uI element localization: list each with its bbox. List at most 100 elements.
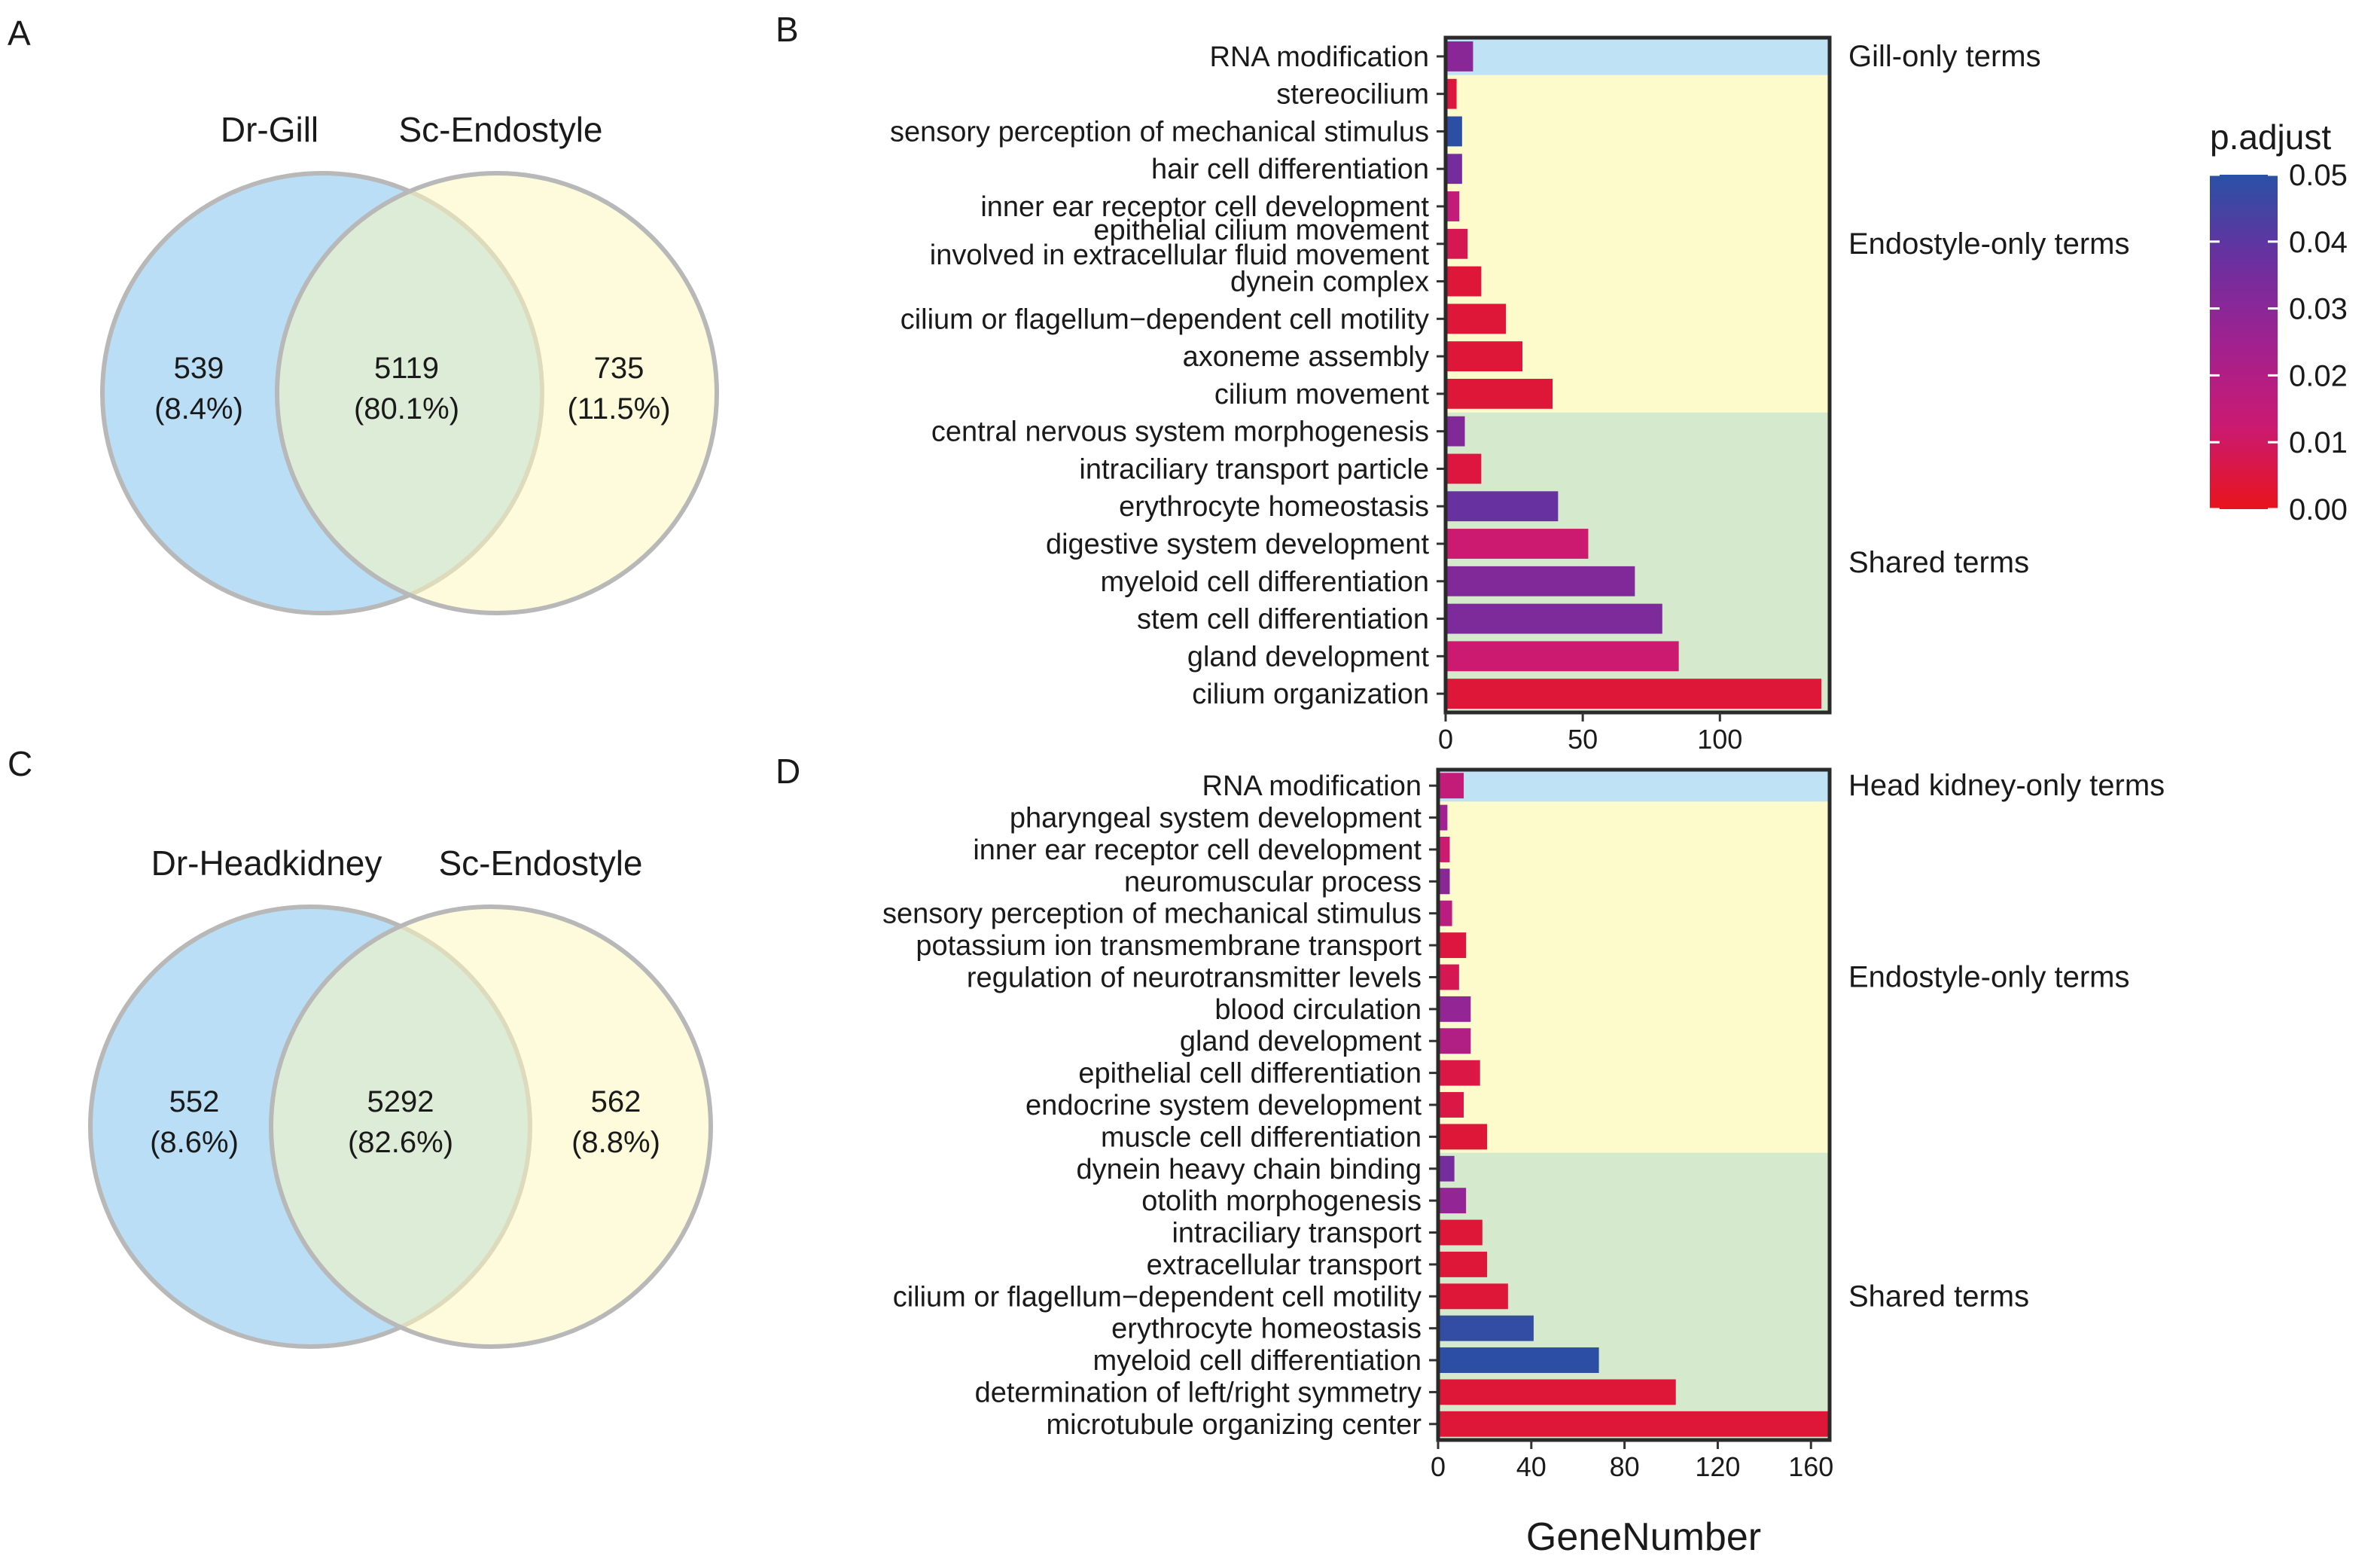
bar-d-6	[1438, 964, 1459, 990]
bar-b-15	[1446, 603, 1662, 634]
bar-d-5	[1438, 932, 1467, 959]
x-axis-title: GeneNumber	[1526, 1515, 1761, 1559]
category-label-d-1: pharyngeal system development	[1010, 803, 1422, 834]
bar-d-2	[1438, 837, 1450, 862]
category-label-d-8: gland development	[1180, 1026, 1422, 1057]
venn-c-set1-name: Dr-Headkidney	[151, 844, 382, 883]
colorbar-legend: p.adjust 0.05 0.04 0.03 0.02 0.01 0.00	[2210, 117, 2348, 526]
category-label-b-6: dynein complex	[1230, 267, 1429, 298]
panel-label-b: B	[776, 10, 799, 49]
category-label-b-7: cilium or flagellum−dependent cell motil…	[900, 304, 1429, 335]
venn-a: Dr-Gill Sc-Endostyle 539 (8.4%) 5119 (80…	[100, 110, 719, 615]
bar-d-17	[1438, 1315, 1534, 1341]
category-label-d-19: determination of left/right symmetry	[975, 1377, 1422, 1408]
category-label-b-14: myeloid cell differentiation	[1100, 566, 1429, 598]
bar-d-16	[1438, 1283, 1508, 1310]
bar-b-11	[1446, 453, 1482, 484]
bar-b-16	[1446, 641, 1679, 672]
category-label-d-16: cilium or flagellum−dependent cell motil…	[893, 1281, 1422, 1313]
bar-d-9	[1438, 1060, 1480, 1086]
category-label-b-15: stem cell differentiation	[1137, 604, 1429, 636]
x-tick-label-b-2: 100	[1697, 724, 1742, 755]
venn-a-overlap-count: 5119	[374, 352, 439, 385]
bar-b-1	[1446, 78, 1457, 109]
category-label-b-16: gland development	[1187, 641, 1430, 673]
x-tick-label-d-0: 0	[1431, 1451, 1446, 1482]
group-label-b-0: Gill-only terms	[1848, 40, 2041, 73]
bar-b-6	[1446, 266, 1482, 297]
venn-a-left-count: 539	[174, 352, 224, 385]
venn-a-set2-circle	[275, 171, 719, 615]
category-label-b-5: epithelial cilium movement involved in ex…	[930, 215, 1430, 271]
bar-b-5	[1446, 228, 1468, 259]
venn-a-overlap-percent: (80.1%)	[354, 392, 459, 426]
category-label-d-9: epithelial cell differentiation	[1078, 1058, 1422, 1090]
colorbar-tick-label-3: 0.02	[2289, 359, 2348, 392]
category-label-b-4: inner ear receptor cell development	[980, 191, 1429, 223]
category-label-d-5: potassium ion transmembrane transport	[916, 930, 1422, 962]
colorbar-tick-label-5: 0.00	[2289, 493, 2348, 526]
category-label-d-7: blood circulation	[1214, 994, 1422, 1026]
category-label-b-17: cilium organization	[1192, 679, 1429, 710]
bar-b-2	[1446, 116, 1462, 147]
category-label-d-17: erythrocyte homeostasis	[1111, 1313, 1422, 1345]
bar-b-9	[1446, 378, 1553, 409]
venn-a-right-percent: (11.5%)	[567, 392, 670, 426]
bar-d-15	[1438, 1251, 1487, 1277]
bar-d-12	[1438, 1155, 1455, 1182]
bar-b-12	[1446, 491, 1559, 522]
category-label-b-8: axoneme assembly	[1183, 341, 1429, 373]
x-tick-label-b-0: 0	[1438, 724, 1453, 755]
category-label-d-12: dynein heavy chain binding	[1077, 1154, 1422, 1185]
bar-b-0	[1446, 41, 1473, 72]
panel-label-c: C	[8, 744, 32, 783]
venn-a-right-count: 735	[594, 352, 645, 385]
group-band-d-0	[1438, 770, 1830, 802]
x-tick-label-b-1: 50	[1568, 724, 1598, 755]
bar-d-18	[1438, 1347, 1599, 1373]
bar-d-10	[1438, 1092, 1464, 1118]
venn-c-right-percent: (8.8%)	[571, 1126, 660, 1159]
category-label-d-6: regulation of neurotransmitter levels	[967, 962, 1422, 993]
group-label-b-2: Shared terms	[1848, 546, 2029, 579]
bar-d-14	[1438, 1219, 1483, 1246]
venn-c-set2-circle	[269, 905, 713, 1349]
colorbar-tick-label-0: 0.05	[2289, 159, 2348, 192]
x-tick-label-d-3: 120	[1695, 1451, 1740, 1482]
bar-b-13	[1446, 529, 1589, 559]
category-label-b-11: intraciliary transport particle	[1079, 453, 1429, 485]
category-label-b-10: central nervous system morphogenesis	[931, 416, 1429, 448]
go-bar-chart-d: Head kidney-only terms Endostyle-only ter…	[882, 767, 2165, 1482]
plot-frame-d	[1436, 767, 1832, 1442]
category-label-b-0: RNA modification	[1210, 41, 1429, 73]
venn-c-overlap-percent: (82.6%)	[348, 1126, 453, 1159]
category-label-d-13: otolith morphogenesis	[1141, 1185, 1422, 1217]
category-label-d-10: endocrine system development	[1025, 1090, 1422, 1121]
venn-c-right-count: 562	[591, 1085, 641, 1118]
bar-b-8	[1446, 341, 1522, 372]
bar-b-10	[1446, 416, 1465, 447]
bar-d-13	[1438, 1188, 1467, 1214]
bar-d-4	[1438, 900, 1452, 926]
category-label-d-20: microtubule organizing center	[1047, 1409, 1422, 1441]
group-label-d-1: Endostyle-only terms	[1848, 960, 2129, 993]
category-label-d-4: sensory perception of mechanical stimulu…	[882, 898, 1422, 930]
category-label-b-12: erythrocyte homeostasis	[1119, 491, 1429, 523]
venn-c-left-percent: (8.6%)	[150, 1126, 239, 1159]
bar-b-14	[1446, 566, 1635, 596]
bar-d-20	[1438, 1411, 1830, 1437]
venn-a-set1-name: Dr-Gill	[221, 110, 318, 149]
bar-d-0	[1438, 773, 1464, 799]
venn-c-overlap-count: 5292	[367, 1085, 434, 1118]
venn-a-left-percent: (8.4%)	[154, 392, 243, 426]
bar-d-1	[1438, 804, 1448, 831]
category-label-b-13: digestive system development	[1046, 529, 1429, 560]
group-label-d-2: Shared terms	[1848, 1280, 2029, 1313]
bar-d-19	[1438, 1379, 1676, 1405]
x-tick-label-d-2: 80	[1610, 1451, 1640, 1482]
category-label-d-0: RNA modification	[1202, 770, 1422, 802]
colorbar-tick-label-1: 0.04	[2289, 226, 2348, 259]
bar-d-8	[1438, 1028, 1471, 1054]
bar-d-3	[1438, 868, 1450, 895]
bar-d-7	[1438, 996, 1471, 1022]
